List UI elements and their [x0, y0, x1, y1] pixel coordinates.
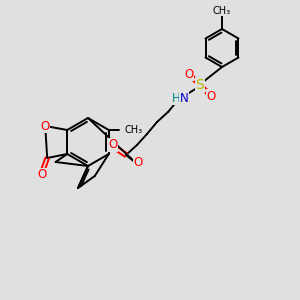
Text: CH₃: CH₃ — [125, 125, 143, 135]
Text: O: O — [40, 119, 50, 133]
Text: O: O — [134, 157, 142, 169]
Text: O: O — [206, 89, 216, 103]
Text: S: S — [196, 78, 204, 92]
Text: O: O — [184, 68, 194, 80]
Text: O: O — [38, 169, 47, 182]
Text: N: N — [180, 92, 188, 104]
Text: O: O — [108, 139, 118, 152]
Text: H: H — [172, 92, 180, 104]
Text: CH₃: CH₃ — [213, 6, 231, 16]
